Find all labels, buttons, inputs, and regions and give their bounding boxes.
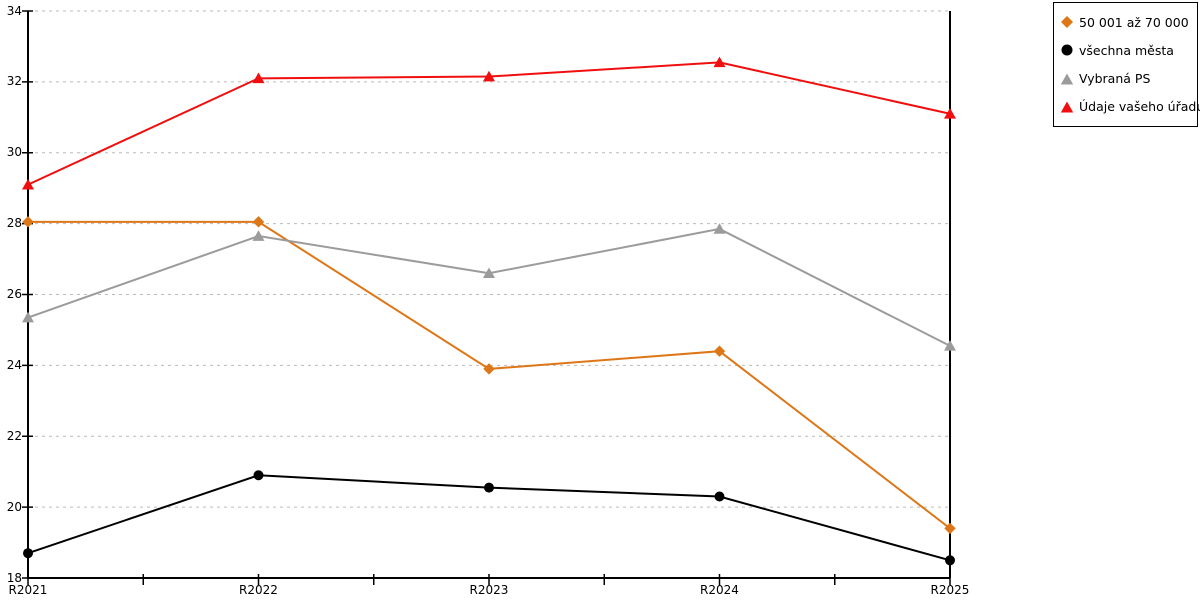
triangle-marker-icon	[1060, 72, 1074, 86]
x-tick-label: R2023	[469, 583, 509, 597]
legend-item: Údaje vašeho úřadu	[1060, 96, 1200, 118]
legend-label: všechna města	[1079, 42, 1174, 58]
legend-item: všechna města	[1060, 39, 1193, 61]
data-point	[252, 216, 265, 228]
data-point	[253, 470, 264, 481]
data-point	[483, 267, 495, 279]
data-point	[944, 522, 956, 535]
data-point	[713, 345, 726, 357]
data-point	[483, 70, 495, 82]
x-tick-label: R2022	[239, 583, 278, 597]
data-point	[713, 223, 726, 234]
series-line-2	[27, 227, 951, 347]
data-point	[22, 311, 34, 323]
y-tick-label: 20	[6, 499, 22, 514]
y-tick-label: 30	[6, 145, 22, 160]
y-tick-label: 28	[6, 216, 22, 231]
y-tick-label: 24	[6, 357, 22, 372]
data-point	[22, 178, 34, 190]
y-tick-label: 22	[6, 428, 22, 443]
triangle-marker-icon	[1060, 100, 1074, 114]
diamond-marker-icon	[1060, 15, 1074, 29]
data-point	[714, 491, 725, 502]
data-point	[944, 107, 956, 119]
legend: 50 001 až 70 000 všechna města Vybraná PS Ú…	[1053, 2, 1200, 127]
data-point	[252, 230, 265, 241]
y-tick-label: 32	[6, 74, 22, 89]
legend-label: Údaje vašeho úřadu	[1079, 99, 1200, 115]
y-tick-label: 26	[6, 287, 22, 301]
circle-marker-icon	[1060, 43, 1074, 57]
data-point	[484, 482, 494, 493]
data-point	[483, 363, 495, 375]
data-point	[713, 56, 726, 68]
x-tick-label: R2025	[930, 583, 970, 597]
data-point	[22, 216, 34, 228]
legend-item: 50 001 až 70 000	[1060, 11, 1193, 33]
x-tick-label: R2021	[8, 583, 48, 597]
data-point	[23, 548, 33, 559]
data-point	[945, 555, 955, 566]
y-tick-label: 34	[6, 3, 22, 18]
legend-label: Vybraná PS	[1079, 71, 1151, 87]
legend-label: 50 001 až 70 000	[1079, 14, 1189, 30]
legend-item: Vybraná PS	[1060, 68, 1193, 90]
y-tick-label: 18	[6, 570, 22, 585]
data-point	[252, 72, 265, 84]
data-point	[944, 340, 956, 351]
x-tick-label: R2024	[700, 583, 739, 597]
